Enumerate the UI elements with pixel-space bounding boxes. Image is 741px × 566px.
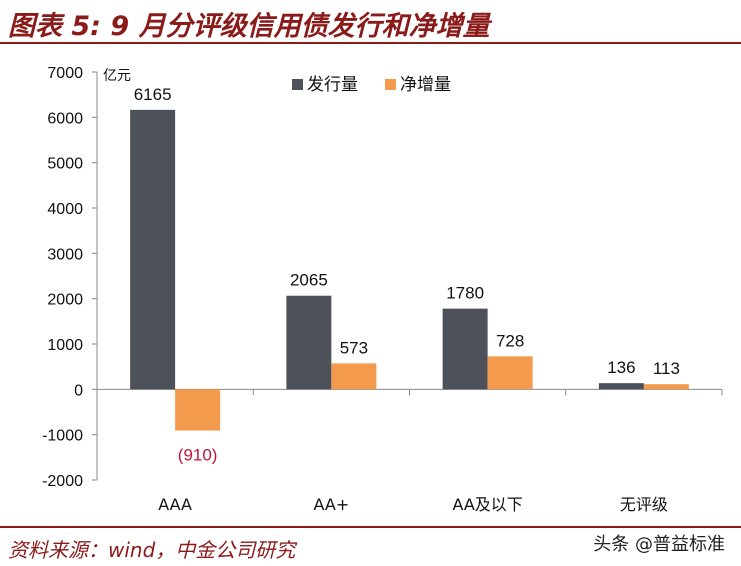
y-tick-label: 6000 xyxy=(47,110,83,127)
y-tick-label: 3000 xyxy=(47,246,83,263)
chart-bars xyxy=(130,109,689,431)
bar-issuance xyxy=(598,383,644,390)
chart-axes: 7000 6000 5000 4000 3000 2000 1000 0 -1000 -2000 亿… xyxy=(42,65,723,490)
y-tick-label: 7000 xyxy=(47,65,83,82)
bar-data-label: 6165 xyxy=(134,85,172,104)
bar-data-label: 136 xyxy=(607,358,635,377)
bar-data-label: 1780 xyxy=(446,284,484,303)
y-tick-label: 0 xyxy=(74,382,83,399)
legend-swatch xyxy=(385,79,396,90)
y-tick-label: 5000 xyxy=(47,156,83,173)
y-tick-label: 4000 xyxy=(47,201,83,218)
source-rule xyxy=(0,526,741,528)
chart-labels: 6165 (910) AAA 2065 573 AA+ 1780 728 AA及以下 136 113… xyxy=(134,85,680,514)
x-tick-label: AA及以下 xyxy=(452,495,522,514)
watermark: 头条 @普益标准 xyxy=(593,534,725,555)
bar-issuance xyxy=(442,308,488,390)
title-rule xyxy=(0,42,741,44)
bar-data-label: 728 xyxy=(496,331,524,350)
bar-net xyxy=(331,363,377,390)
bar-data-label: 2065 xyxy=(290,271,328,290)
x-tick-label: 无评级 xyxy=(620,495,668,514)
x-tick-label: AAA xyxy=(158,495,192,514)
bar-net xyxy=(175,389,221,431)
x-tick-label: AA+ xyxy=(314,495,350,514)
chart-legend: 发行量 净增量 xyxy=(292,75,451,95)
y-tick-label: 1000 xyxy=(47,337,83,354)
bar-issuance xyxy=(286,295,332,390)
bar-data-label: 573 xyxy=(340,338,368,357)
legend-entry: 发行量 xyxy=(307,75,358,95)
bar-data-label: (910) xyxy=(178,446,218,465)
bar-chart: 7000 6000 5000 4000 3000 2000 1000 0 -1000 -2000 亿… xyxy=(42,65,723,514)
y-axis-unit-label: 亿元 xyxy=(103,68,131,84)
bar-issuance xyxy=(130,109,176,390)
y-tick-label: 2000 xyxy=(47,292,83,309)
source-note: 资料来源：wind，中金公司研究 xyxy=(8,538,296,562)
figure-title: 图表 5: 9 月分评级信用债发行和净增量 xyxy=(8,11,490,42)
y-tick-label: -2000 xyxy=(42,473,83,490)
bar-net xyxy=(643,384,689,390)
legend-swatch xyxy=(292,79,303,90)
bar-data-label: 113 xyxy=(653,359,680,378)
bar-net xyxy=(487,356,533,390)
legend-entry: 净增量 xyxy=(400,75,451,95)
y-tick-label: -1000 xyxy=(42,428,83,445)
